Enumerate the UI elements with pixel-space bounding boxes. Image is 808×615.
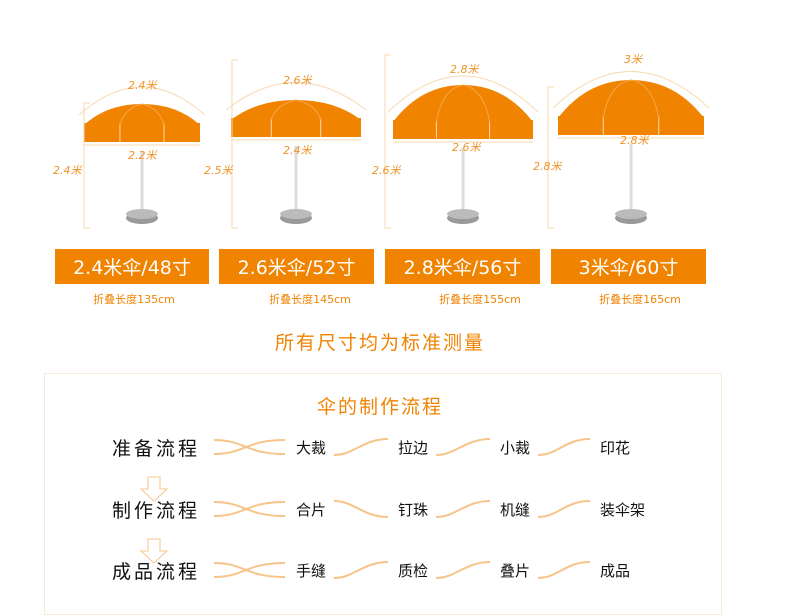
- size-label-3: 2.8米伞/56寸: [385, 249, 540, 284]
- height-3: 2.6米: [372, 164, 401, 177]
- pole: [140, 151, 144, 210]
- canopy-width-1: 2.2米: [128, 149, 157, 162]
- process-step: 成品: [600, 562, 631, 580]
- arc-dimension-line: [387, 75, 539, 113]
- arc-length-3: 2.8米: [450, 63, 479, 76]
- size-label-4: 3米伞/60寸: [551, 249, 706, 284]
- canopy: [558, 80, 704, 118]
- process-step: 机缝: [500, 501, 531, 519]
- process-step: 钉珠: [398, 501, 429, 519]
- height-bracket: [547, 86, 554, 229]
- down-arrow-icon: [139, 476, 169, 502]
- height-bracket: [384, 54, 391, 229]
- measurement-note: 所有尺寸均为标准测量: [274, 332, 485, 354]
- arc-length-4: 3米: [624, 53, 642, 66]
- pole: [461, 148, 465, 210]
- height-bracket: [231, 59, 238, 229]
- process-step: 叠片: [500, 562, 531, 580]
- arc-dimension-line: [552, 71, 710, 109]
- process-step: 小裁: [500, 439, 531, 457]
- umbrella-illustrations: [78, 54, 710, 229]
- arc-dimension-line: [225, 82, 367, 111]
- canopy-valance: [84, 123, 200, 142]
- process-step: 合片: [296, 501, 327, 519]
- height-1: 2.4米: [53, 164, 82, 177]
- process-step: 手缝: [296, 562, 327, 580]
- canopy-width-2: 2.4米: [283, 144, 312, 157]
- arc-length-2: 2.6米: [283, 74, 312, 87]
- canopy-width-4: 2.8米: [620, 134, 649, 147]
- process-row-label: 成品流程: [112, 561, 201, 583]
- canopy-valance: [231, 118, 361, 137]
- folded-length-4: 折叠长度165cm: [599, 293, 681, 306]
- canopy: [231, 100, 361, 120]
- process-step: 大裁: [296, 439, 327, 457]
- process-title: 伞的制作流程: [316, 396, 443, 418]
- process-row-label: 制作流程: [112, 500, 201, 522]
- pole: [294, 146, 298, 210]
- folded-length-3: 折叠长度155cm: [439, 293, 521, 306]
- canopy-valance: [393, 120, 533, 139]
- process-arrows: [139, 438, 591, 579]
- height-2: 2.5米: [204, 164, 233, 177]
- folded-length-1: 折叠长度135cm: [93, 293, 175, 306]
- process-step: 印花: [600, 439, 631, 457]
- canopy-valance: [558, 116, 704, 135]
- process-step: 装伞架: [600, 501, 646, 519]
- canopy-width-3: 2.6米: [452, 141, 481, 154]
- down-arrow-icon: [139, 538, 169, 564]
- arc-dimension-line: [78, 86, 206, 116]
- height-4: 2.8米: [533, 160, 562, 173]
- canopy: [84, 104, 200, 125]
- process-row-label: 准备流程: [112, 438, 201, 460]
- size-label-1: 2.4米伞/48寸: [55, 249, 209, 284]
- folded-length-2: 折叠长度145cm: [269, 293, 351, 306]
- height-bracket: [83, 102, 90, 229]
- process-step: 拉边: [398, 439, 429, 457]
- arc-length-1: 2.4米: [128, 79, 157, 92]
- pole: [629, 144, 633, 210]
- canopy: [393, 85, 533, 122]
- process-step: 质检: [398, 562, 429, 580]
- size-label-2: 2.6米伞/52寸: [219, 249, 374, 284]
